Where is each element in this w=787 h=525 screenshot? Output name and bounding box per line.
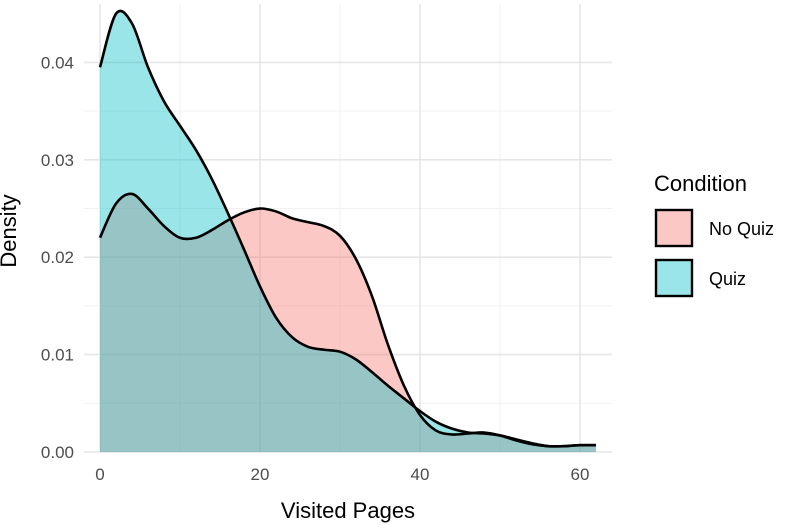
y-tick-label: 0.02 xyxy=(41,248,74,267)
x-axis-title: Visited Pages xyxy=(281,498,415,523)
y-tick-label: 0.01 xyxy=(41,346,74,365)
minor-grid xyxy=(84,4,612,452)
y-tick-label: 0.03 xyxy=(41,151,74,170)
legend: Condition No Quiz Quiz xyxy=(654,171,774,298)
y-axis-title: Density xyxy=(0,194,21,267)
x-tick-label: 0 xyxy=(95,465,104,484)
legend-items: No Quiz Quiz xyxy=(654,208,774,298)
y-tick-label: 0.04 xyxy=(41,53,74,72)
density-area-quiz xyxy=(100,10,596,453)
legend-key-bg xyxy=(656,260,692,296)
x-tick-label: 40 xyxy=(411,465,430,484)
density-areas xyxy=(100,10,596,453)
legend-key-no-quiz xyxy=(654,208,694,248)
legend-label-quiz: Quiz xyxy=(709,269,746,289)
legend-key-quiz xyxy=(654,258,694,298)
x-axis-ticks: 0 20 40 60 xyxy=(95,465,589,484)
density-area-no-quiz xyxy=(100,193,596,452)
legend-title: Condition xyxy=(654,171,747,196)
legend-label-no-quiz: No Quiz xyxy=(709,219,774,239)
x-tick-label: 20 xyxy=(251,465,270,484)
density-lines xyxy=(98,9,597,448)
y-axis-ticks: 0.00 0.01 0.02 0.03 0.04 xyxy=(41,53,74,462)
density-line-quiz xyxy=(98,9,597,448)
legend-key-bg xyxy=(656,210,692,246)
x-tick-label: 60 xyxy=(571,465,590,484)
y-tick-label: 0.00 xyxy=(41,443,74,462)
